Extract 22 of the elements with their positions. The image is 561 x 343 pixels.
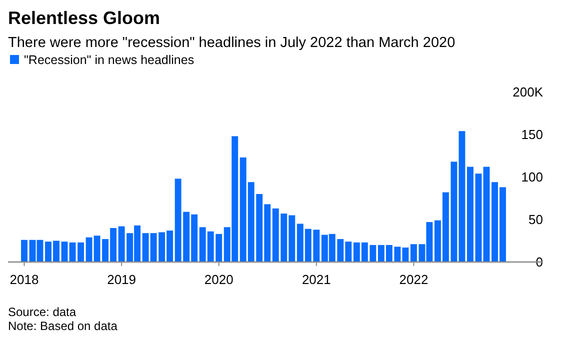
bar: [410, 244, 417, 262]
x-tick-label: 2022: [399, 272, 428, 287]
bar: [21, 240, 28, 262]
source-note: Source: data: [8, 305, 76, 319]
y-tick-label: 200K: [512, 84, 544, 100]
x-tick-label: 2018: [10, 272, 39, 287]
x-tick-label: 2020: [204, 272, 234, 287]
bar: [69, 242, 76, 262]
bar: [78, 242, 84, 262]
x-tick-label: 2021: [302, 272, 331, 287]
chart-title: Relentless Gloom: [8, 8, 160, 28]
bar: [467, 166, 474, 262]
y-tick-label: 50: [528, 212, 543, 228]
legend-label: "Recession" in news headlines: [24, 53, 194, 67]
bar: [61, 242, 68, 262]
bar: [475, 174, 482, 262]
y-tick-label: 150: [521, 127, 543, 142]
text: Note: Based on data: [8, 319, 118, 333]
chart-subtitle: There were more "recession" headlines in July 2022 than March 2020: [8, 35, 456, 51]
y-tick-label: 100: [521, 170, 543, 185]
x-tick-label: 2019: [107, 272, 136, 287]
bar: [483, 166, 490, 262]
